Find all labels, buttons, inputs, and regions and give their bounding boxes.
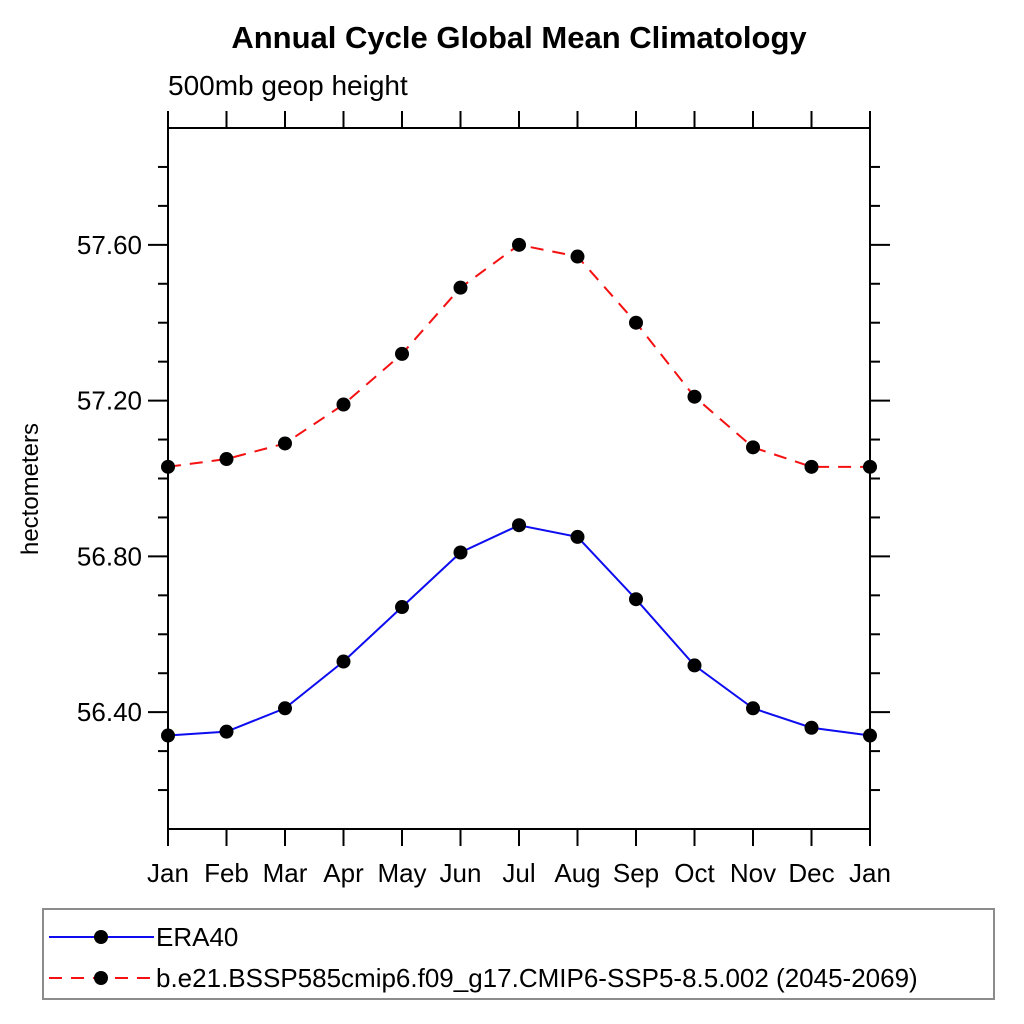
plot-frame — [167, 127, 871, 830]
data-point-marker — [453, 545, 468, 560]
data-point-marker — [746, 440, 760, 455]
data-point-marker — [629, 315, 643, 330]
series-line — [167, 243, 870, 468]
chart-subtitle: 500mb geop height — [168, 70, 408, 101]
data-point-marker — [804, 720, 819, 735]
x-tick-label: Sep — [613, 858, 659, 888]
data-point-marker — [219, 724, 234, 739]
data-point-marker — [395, 600, 409, 615]
x-axis-ticks: Jan Feb Mar Apr May Jun Jul Aug Sep Oct Nov Dec Jan — [147, 111, 891, 888]
data-point-marker — [512, 518, 526, 533]
series-cmip6 — [161, 237, 877, 474]
data-point-marker — [804, 459, 819, 474]
x-tick-label: Apr — [323, 858, 364, 888]
data-point-marker — [687, 389, 702, 404]
data-point-marker — [278, 701, 292, 716]
legend-label-cmip6: b.e21.BSSP585cmip6.f09_g17.CMIP6-SSP5-8.… — [156, 962, 918, 993]
x-tick-label: Jan — [147, 858, 189, 888]
data-point-marker — [453, 280, 468, 295]
legend: ERA40 b.e21.BSSP585cmip6.f09_g17.CMIP6-S… — [42, 908, 995, 1000]
data-point-marker — [278, 436, 292, 451]
data-point-marker — [570, 249, 585, 264]
x-tick-label: Aug — [554, 858, 600, 888]
data-point-marker — [336, 654, 351, 669]
data-point-marker — [336, 397, 351, 412]
legend-item-era40: ERA40 — [49, 922, 238, 952]
legend-label-era40: ERA40 — [156, 921, 239, 952]
data-point-marker — [746, 701, 760, 716]
legend-line-sample-dashed — [49, 971, 154, 985]
legend-line-sample-solid — [49, 930, 154, 944]
series-line — [167, 524, 871, 737]
data-point-marker — [863, 459, 877, 474]
x-tick-label: May — [377, 858, 426, 888]
data-point-marker — [512, 237, 526, 252]
y-axis-ticks: 56.40 56.80 57.20 57.60 — [77, 165, 890, 792]
legend-item-cmip6: b.e21.BSSP585cmip6.f09_g17.CMIP6-SSP5-8.… — [49, 963, 918, 993]
x-tick-label: Jun — [440, 858, 482, 888]
x-tick-label: Jan — [849, 858, 891, 888]
data-point-marker — [161, 728, 175, 743]
x-tick-label: Feb — [204, 858, 249, 888]
x-tick-label: Jul — [502, 858, 535, 888]
y-tick-label: 57.20 — [77, 386, 142, 416]
y-tick-label: 56.80 — [77, 541, 142, 571]
plot-area: 56.40 56.80 57.20 57.60 Jan Feb Mar Apr May Jun Ju… — [77, 111, 891, 888]
x-tick-label: Nov — [730, 858, 776, 888]
data-point-marker — [687, 658, 702, 673]
data-point-marker — [629, 592, 643, 607]
data-point-marker — [863, 728, 877, 743]
data-point-marker — [219, 452, 234, 467]
x-tick-label: Dec — [788, 858, 834, 888]
series-era40 — [161, 518, 877, 743]
x-tick-label: Oct — [674, 858, 715, 888]
y-tick-label: 57.60 — [77, 230, 142, 260]
data-point-marker — [395, 346, 409, 361]
data-point-marker — [570, 529, 585, 544]
y-tick-label: 56.40 — [77, 697, 142, 727]
chart-title: Annual Cycle Global Mean Climatology — [231, 20, 807, 55]
x-tick-label: Mar — [263, 858, 308, 888]
data-point-marker — [161, 459, 175, 474]
